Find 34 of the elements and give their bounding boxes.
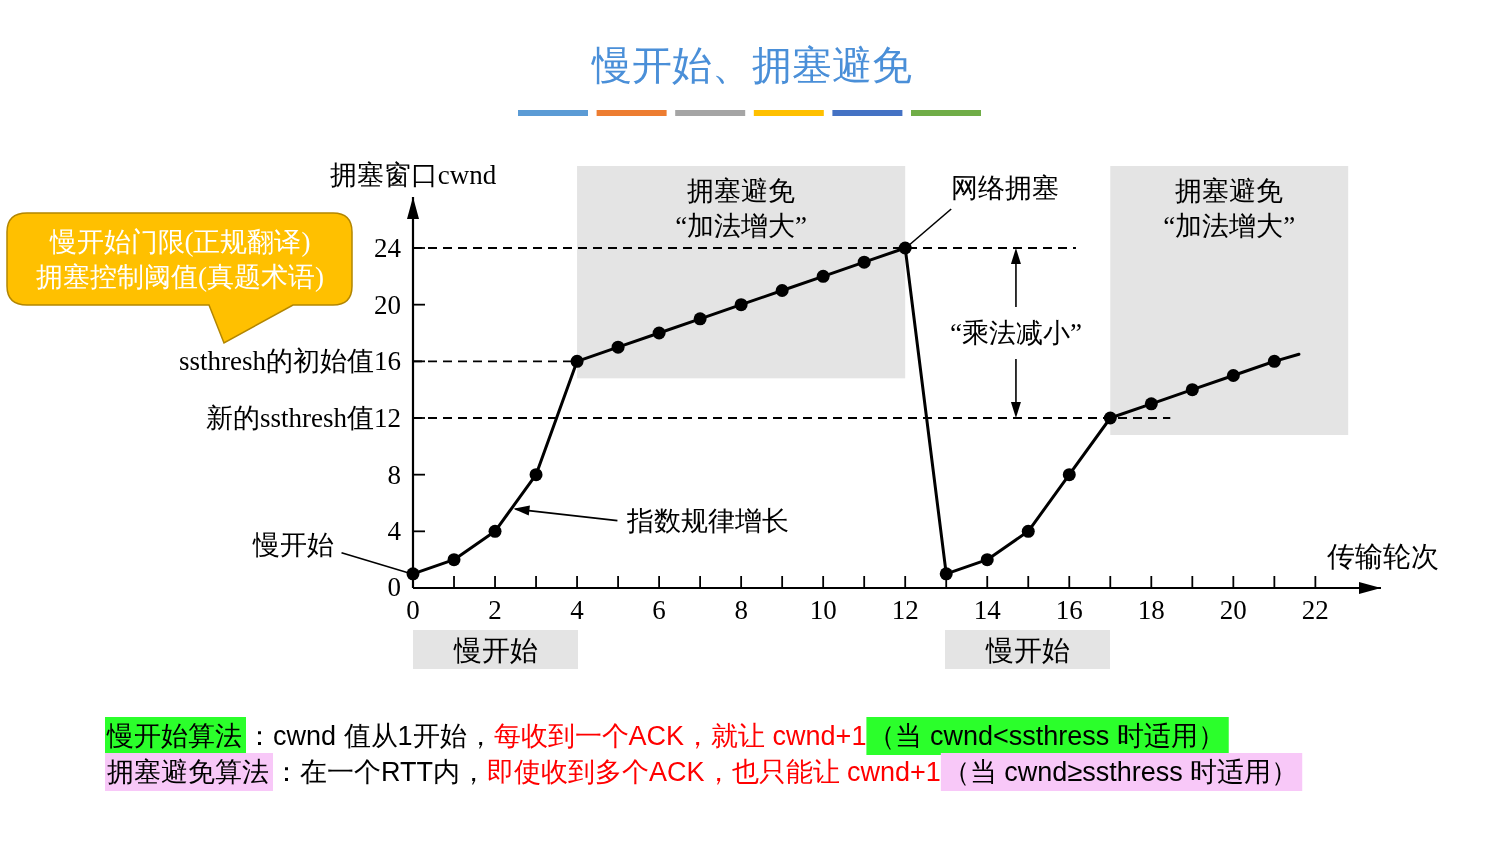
chart-title: 慢开始、拥塞避免	[591, 43, 912, 87]
text: 每收到一个ACK，就让 cwnd+1	[493, 721, 867, 751]
band-label: 拥塞避免 “加法增大”	[675, 175, 808, 241]
x-tick-label: 12	[891, 595, 919, 625]
x-tick-label: 10	[809, 595, 837, 625]
x-tick-label: 6	[652, 595, 666, 625]
y-tick-label: 20	[374, 289, 401, 320]
y-tick-label: 4	[387, 516, 402, 547]
y-tick-label: 24	[374, 233, 402, 263]
text: 即使收到多个ACK，也只能让 cwnd+1	[487, 757, 941, 787]
band-label: 拥塞避免 “加法增大”	[1163, 175, 1296, 241]
y-tick-label: 8	[387, 459, 401, 490]
x-tick-label: 16	[1055, 595, 1083, 625]
y-tick-label: 新的ssthresh值12	[206, 403, 401, 433]
y-tick-label: ssthresh的初始值16	[179, 346, 401, 377]
text: 慢开始	[984, 634, 1070, 666]
x-tick-label: 14	[973, 595, 1002, 625]
x-tick-label: 22	[1301, 595, 1329, 625]
annotation: 指数规律增长	[626, 505, 790, 536]
text: ：cwnd 值从1开始，	[246, 721, 494, 751]
x-tick-label: 8	[734, 595, 748, 625]
x-axis-title: 传输轮次	[1327, 540, 1439, 572]
y-axis-title: 拥塞窗口cwnd	[329, 160, 497, 190]
x-tick-label: 4	[570, 595, 585, 625]
annotation: “乘法减小”	[949, 318, 1082, 348]
x-tick-label: 2	[488, 595, 502, 625]
text: 慢开始	[452, 634, 538, 666]
annotation: 网络拥塞	[951, 173, 1060, 203]
x-tick-label: 18	[1137, 595, 1165, 625]
text: ：在一个RTT内，	[273, 757, 487, 787]
x-tick-label: 20	[1219, 595, 1247, 625]
annotation: 慢开始	[251, 529, 334, 560]
y-tick-label: 0	[387, 572, 401, 602]
text: 慢开始门限(正规翻译) 拥塞控制阈值(真题术语)	[36, 226, 324, 292]
